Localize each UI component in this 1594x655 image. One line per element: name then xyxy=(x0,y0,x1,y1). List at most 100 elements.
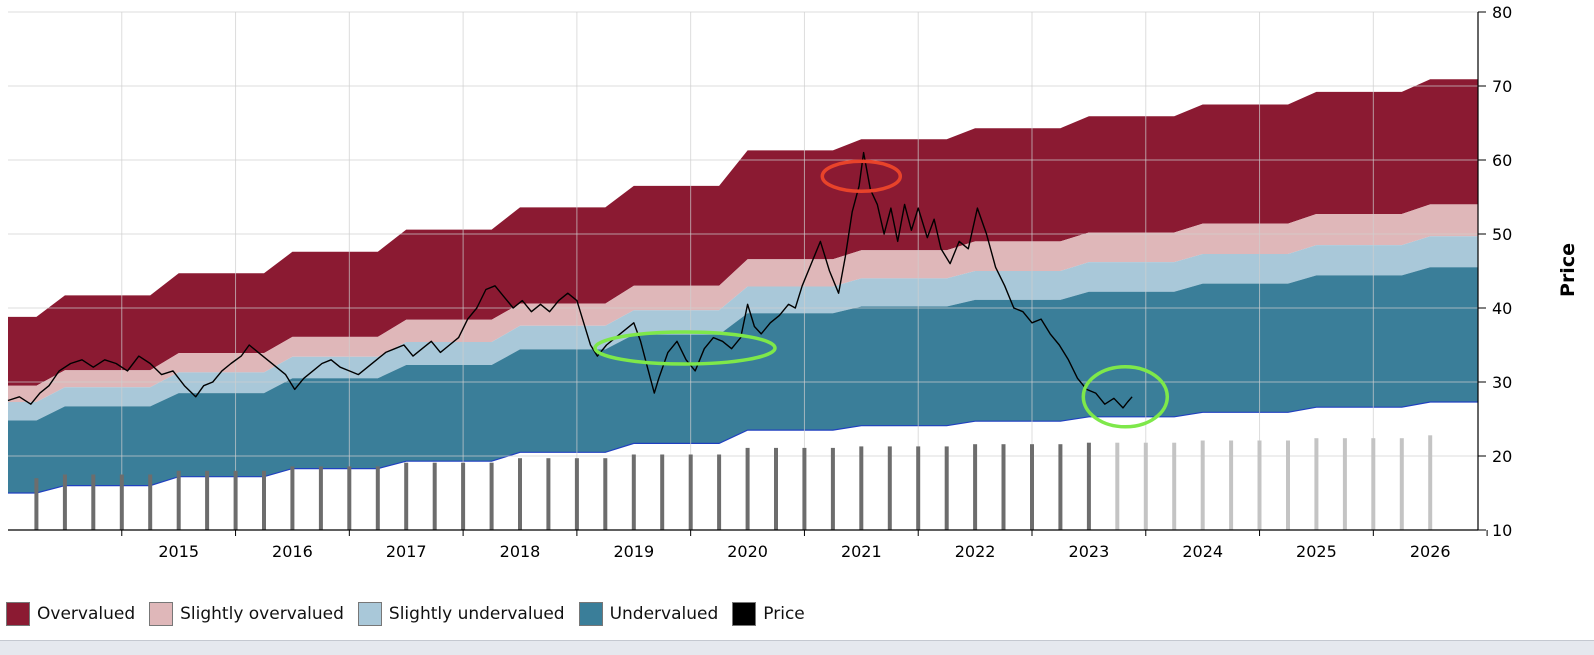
band-slightly-undervalued xyxy=(8,236,1478,421)
x-tick-label: 2017 xyxy=(386,542,427,561)
y-tick-label: 70 xyxy=(1492,77,1512,96)
forecast-bar xyxy=(1286,440,1290,530)
legend-swatch-slightly-undervalued xyxy=(357,602,382,626)
x-tick-label: 2022 xyxy=(955,542,996,561)
earnings-bar xyxy=(119,474,124,530)
legend-label: Price xyxy=(763,604,805,624)
earnings-bar xyxy=(574,458,579,530)
earnings-bar xyxy=(489,462,494,530)
earnings-bar xyxy=(461,462,466,530)
earnings-bar xyxy=(916,446,921,530)
earnings-bar xyxy=(205,470,210,530)
bottom-bar xyxy=(0,640,1594,655)
marker-overvalued-peak xyxy=(820,159,903,194)
legend-item-slightly-undervalued[interactable]: Slightly undervalued xyxy=(357,602,565,626)
earnings-bar xyxy=(973,444,978,530)
y-axis-label: Price xyxy=(1557,243,1579,297)
earnings-bar xyxy=(660,454,665,530)
forecast-bar xyxy=(1143,442,1148,530)
legend-item-slightly-overvalued[interactable]: Slightly overvalued xyxy=(149,602,344,626)
forecast-bar xyxy=(1257,440,1262,530)
earnings-bar xyxy=(717,454,722,530)
forecast-bar xyxy=(1399,438,1404,530)
x-tick-label: 2024 xyxy=(1182,542,1223,561)
x-tick-label: 2023 xyxy=(1069,542,1110,561)
earnings-bar xyxy=(546,458,551,530)
band-overvalued xyxy=(8,79,1478,386)
x-tick-label: 2020 xyxy=(727,542,768,561)
axes: 2015 2016 2017 2018 2019 2020 2021 2022 2023 2024… xyxy=(8,3,1512,561)
y-tick-label: 60 xyxy=(1492,151,1512,170)
forecast-bar xyxy=(1371,438,1376,530)
earnings-bar xyxy=(375,466,380,530)
legend-swatch-undervalued xyxy=(578,602,603,626)
earnings-bar xyxy=(318,466,323,530)
earnings-bar xyxy=(944,446,949,530)
x-tick-label: 2018 xyxy=(500,542,541,561)
legend-label: Overvalued xyxy=(37,604,136,624)
valuation-chart: 2015 2016 2017 2018 2019 2020 2021 2022 2023 2024… xyxy=(7,3,1579,561)
earnings-bar xyxy=(802,447,807,530)
forecast-bar xyxy=(1172,442,1177,530)
earnings-bar xyxy=(432,462,437,530)
legend-item-price[interactable]: Price xyxy=(732,602,805,626)
earnings-bar xyxy=(1030,444,1034,530)
band-undervalued xyxy=(8,267,1478,493)
earnings-bar xyxy=(233,470,238,530)
legend-swatch-slightly-overvalued xyxy=(149,602,174,626)
legend-swatch-overvalued xyxy=(6,602,30,626)
legend-item-undervalued[interactable]: Undervalued xyxy=(578,602,719,626)
y-tick-label: 20 xyxy=(1492,447,1512,466)
earnings-bar xyxy=(148,474,153,530)
legend-label: Slightly undervalued xyxy=(388,604,565,624)
forecast-bar xyxy=(1428,435,1433,530)
y-tick-label: 10 xyxy=(1492,521,1512,540)
earnings-bar xyxy=(887,446,892,530)
legend-label: Slightly overvalued xyxy=(180,604,344,624)
legend-swatch-price xyxy=(732,602,757,626)
forecast-bar xyxy=(1342,438,1347,530)
y-tick-label: 50 xyxy=(1492,225,1512,244)
highlight-markers xyxy=(593,159,1170,429)
earnings-bar xyxy=(347,466,352,530)
earnings-bar xyxy=(404,462,409,530)
forecast-bar xyxy=(1200,440,1205,530)
x-tick-label: 2025 xyxy=(1296,542,1337,561)
earnings-bar xyxy=(631,454,636,530)
earnings-bars xyxy=(34,435,1433,530)
earnings-bar xyxy=(859,446,864,530)
earnings-bar xyxy=(830,447,835,530)
legend-item-overvalued[interactable]: Overvalued xyxy=(6,602,135,626)
earnings-bar xyxy=(1058,444,1063,530)
earnings-bar xyxy=(774,447,778,530)
x-tick-label: 2021 xyxy=(841,542,882,561)
forecast-bar xyxy=(1314,438,1319,530)
earnings-bar xyxy=(262,470,266,530)
band-bottom-line xyxy=(8,401,1478,494)
marker-undervalued-range xyxy=(593,330,777,366)
earnings-bar xyxy=(1001,444,1006,530)
x-tick-label: 2019 xyxy=(613,542,654,561)
legend-label: Undervalued xyxy=(609,604,719,624)
y-tick-label: 40 xyxy=(1492,299,1512,318)
earnings-bar xyxy=(290,466,295,530)
x-tick-label: 2016 xyxy=(272,542,313,561)
earnings-bar xyxy=(176,470,181,530)
earnings-bar xyxy=(603,458,608,530)
earnings-bar xyxy=(34,478,39,530)
chart-legend: Overvalued Slightly overvalued Slightly … xyxy=(6,601,819,627)
earnings-bar xyxy=(1086,442,1091,530)
earnings-bar xyxy=(91,474,96,530)
band-slightly-overvalued xyxy=(8,204,1478,402)
earnings-bar xyxy=(62,474,67,530)
y-tick-label: 30 xyxy=(1492,373,1512,392)
earnings-bar xyxy=(518,458,522,530)
y-tick-label: 80 xyxy=(1492,3,1512,22)
earnings-bar xyxy=(745,447,750,530)
forecast-bar xyxy=(1115,442,1120,530)
x-tick-label: 2015 xyxy=(158,542,199,561)
forecast-bar xyxy=(1229,440,1234,530)
earnings-bar xyxy=(688,454,693,530)
x-tick-label: 2026 xyxy=(1410,542,1451,561)
marker-undervalued-current xyxy=(1081,365,1170,429)
